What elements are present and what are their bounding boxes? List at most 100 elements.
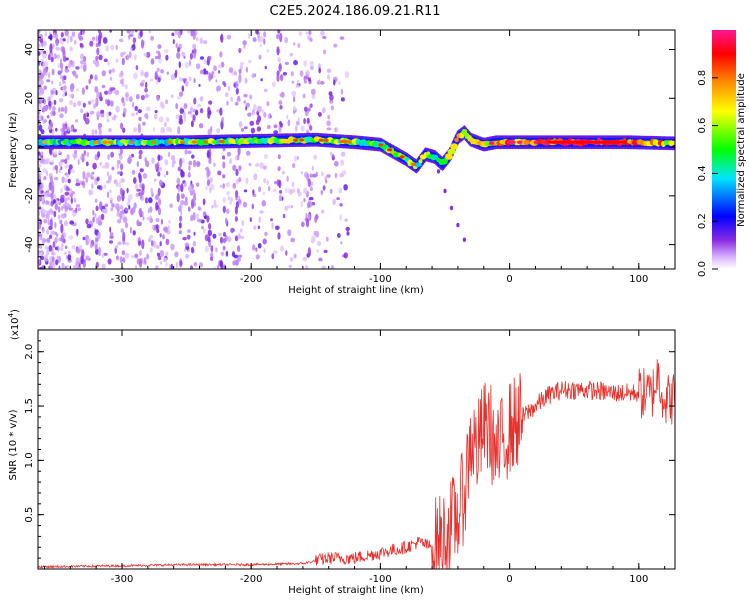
spectrogram-streak — [192, 159, 197, 168]
spectrogram-streak — [222, 155, 226, 160]
spectrogram-speckle — [78, 245, 83, 250]
spectrogram-streak — [63, 85, 67, 91]
spectrogram-speckle — [218, 64, 223, 69]
spectrogram-hotspot — [299, 138, 305, 142]
spectrogram-speckle — [38, 236, 41, 241]
spectrogram-speckle — [87, 238, 91, 243]
colorbar-tick-label: 0.8 — [697, 70, 708, 86]
spectrogram-speckle — [227, 196, 231, 201]
spectrogram-hotspot — [166, 140, 172, 144]
spectrogram-streak — [306, 117, 310, 124]
spectrogram-speckle — [38, 249, 41, 255]
spectrogram-speckle — [313, 230, 316, 236]
spectrogram-speckle — [266, 101, 270, 107]
spectrogram-speckle — [257, 105, 262, 113]
spectrogram-speckle — [267, 185, 271, 192]
spectrogram-streak — [154, 71, 158, 80]
spectrogram-speckle — [85, 85, 89, 90]
spectrogram-speckle — [165, 262, 168, 267]
spectrogram-speckle — [134, 53, 137, 61]
spectrogram-speckle — [99, 162, 102, 166]
spectrogram-streak — [60, 223, 64, 234]
spectrogram-speckle — [284, 61, 289, 65]
spectrogram-speckle — [41, 212, 46, 218]
snr-plot — [38, 359, 675, 569]
spectrogram-speckle — [284, 36, 288, 44]
spectrogram-speckle — [291, 80, 294, 84]
spectrogram-speckle — [91, 171, 95, 175]
spectrogram-speckle — [150, 35, 155, 41]
spectrogram-speckle — [239, 228, 243, 233]
colorbar-label: Normalized spectral amplitude — [736, 73, 747, 227]
spectrogram-speckle — [184, 149, 188, 155]
spectrogram-speckle — [109, 100, 114, 107]
spectrogram-streak — [219, 51, 223, 58]
spectrogram-streak — [96, 47, 100, 56]
spectrogram-speckle — [76, 228, 79, 236]
spectrogram-speckle — [252, 189, 255, 196]
spectrogram-streak — [238, 199, 242, 204]
spectrogram-speckle — [54, 164, 59, 171]
spectrogram-speckle — [179, 108, 185, 114]
spectrogram-branch-point — [443, 188, 447, 194]
spectrogram-speckle — [159, 101, 165, 108]
spectrogram-speckle — [60, 162, 63, 167]
spectrogram-speckle — [55, 46, 60, 51]
spectrogram-speckle — [64, 164, 69, 169]
spectrogram-streak — [193, 194, 197, 202]
spectrogram-speckle — [174, 251, 179, 258]
spectrogram-speckle — [179, 76, 183, 82]
spectrogram-speckle — [293, 155, 298, 162]
spectrogram-speckle — [44, 31, 48, 37]
spectrogram-speckle — [136, 160, 139, 168]
spectrogram-speckle — [46, 237, 51, 244]
spectrogram-speckle — [151, 224, 154, 230]
spectrogram-speckle — [196, 213, 199, 221]
spectrogram-speckle — [86, 112, 90, 118]
spectrogram-speckle — [199, 108, 204, 114]
spectrogram-speckle — [45, 72, 48, 76]
spectrogram-speckle — [64, 177, 68, 184]
spectrogram-hotspot — [346, 140, 352, 144]
spectrogram-speckle — [149, 247, 153, 253]
spectrogram-speckle — [142, 121, 146, 126]
spectrogram-speckle — [166, 170, 169, 176]
spectrogram-speckle — [285, 250, 288, 256]
spectrogram-speckle — [245, 150, 251, 156]
spectrogram-speckle — [106, 99, 111, 107]
spectrogram-speckle — [229, 157, 232, 165]
spectrogram-streak — [176, 192, 180, 203]
spectrogram-speckle — [127, 157, 132, 164]
spectrogram-speckle — [194, 109, 199, 116]
spectrogram-speckle — [75, 204, 81, 208]
spectrogram-streak — [122, 127, 126, 133]
snr-xtick-label: -200 — [240, 574, 263, 585]
spectrogram-speckle — [176, 52, 181, 59]
spectrogram-speckle — [174, 30, 180, 35]
spectrogram-speckle — [43, 69, 46, 76]
spectrogram-speckle — [175, 261, 178, 269]
spectrogram-speckle — [190, 120, 194, 128]
spectrogram-speckle — [38, 151, 41, 158]
spectrogram-speckle — [253, 104, 257, 112]
spectrogram-speckle — [120, 178, 125, 183]
spectrogram-speckle — [109, 76, 113, 81]
spectrogram-speckle — [343, 252, 348, 259]
spectrogram-speckle — [124, 84, 128, 89]
spectrogram-streak — [120, 79, 124, 85]
spectrogram-speckle — [110, 44, 115, 51]
spectrogram-streak — [98, 246, 102, 257]
spectrogram-speckle — [196, 161, 201, 167]
spectrogram-speckle — [109, 240, 113, 244]
spectrogram-streak — [157, 255, 161, 261]
spectrogram-streak — [138, 154, 142, 160]
spectrogram-speckle — [277, 57, 281, 63]
spectrogram-streak — [208, 223, 212, 230]
spectrogram-speckle — [202, 211, 207, 217]
spectrogram-hotspot — [318, 138, 324, 142]
spectrogram-speckle — [154, 110, 158, 114]
spectrogram-speckle — [57, 214, 61, 220]
spectrogram-speckle — [255, 30, 259, 35]
spectrogram-speckle — [245, 66, 249, 73]
spectrogram-speckle — [58, 81, 62, 87]
